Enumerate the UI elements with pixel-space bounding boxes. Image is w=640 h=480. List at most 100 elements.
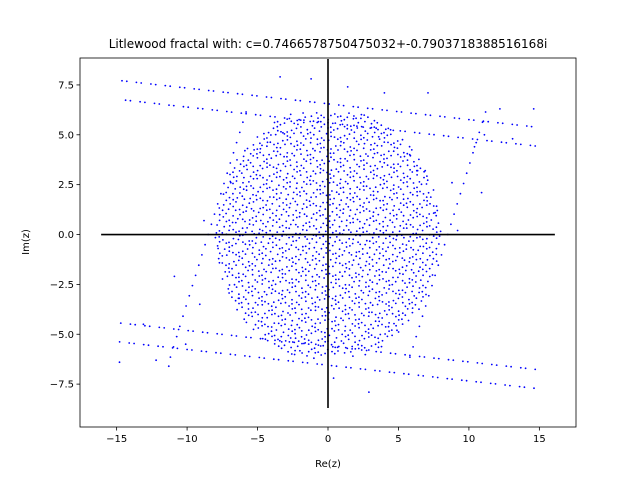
data-point	[262, 183, 265, 186]
data-point	[452, 359, 455, 362]
data-point	[272, 279, 275, 282]
data-point	[381, 323, 383, 326]
data-point	[348, 284, 351, 286]
data-point	[393, 226, 396, 228]
data-point	[296, 165, 298, 168]
data-point	[235, 242, 237, 245]
data-point	[353, 147, 355, 150]
data-point	[293, 168, 295, 171]
data-point	[268, 286, 270, 289]
data-point	[402, 204, 405, 207]
data-point	[274, 133, 277, 136]
data-point	[391, 334, 393, 337]
data-point	[306, 149, 308, 152]
data-point	[278, 247, 281, 250]
data-point	[324, 290, 327, 292]
data-point	[278, 259, 281, 262]
data-point	[358, 198, 361, 201]
data-point	[281, 247, 284, 249]
data-point	[336, 116, 339, 118]
data-point	[359, 176, 361, 179]
data-point	[388, 288, 390, 290]
data-point	[282, 131, 284, 134]
data-point	[435, 231, 438, 234]
data-point	[317, 344, 320, 346]
data-point	[378, 257, 381, 260]
data-point	[359, 155, 362, 158]
data-point	[354, 314, 356, 316]
data-point	[392, 150, 395, 153]
data-point	[282, 310, 284, 313]
data-point	[231, 296, 233, 299]
data-point	[391, 221, 394, 224]
data-point	[348, 133, 351, 136]
data-point	[280, 335, 283, 338]
data-point	[244, 275, 247, 278]
data-point	[319, 214, 322, 217]
data-point	[390, 176, 393, 179]
data-point	[228, 225, 231, 227]
data-point	[291, 175, 294, 178]
data-point	[225, 212, 228, 215]
data-point	[285, 204, 288, 206]
data-point	[405, 244, 408, 246]
data-point	[303, 338, 306, 340]
data-point	[319, 188, 321, 191]
data-point	[363, 337, 366, 340]
data-point	[387, 141, 389, 144]
data-point	[270, 284, 273, 287]
data-point	[348, 112, 350, 114]
data-point	[425, 293, 427, 296]
data-point	[158, 103, 161, 105]
data-point	[305, 206, 308, 209]
data-point	[187, 329, 190, 332]
data-point	[410, 268, 413, 271]
data-point	[382, 220, 384, 223]
data-point	[351, 286, 353, 289]
data-point	[296, 182, 298, 185]
data-point	[264, 254, 267, 257]
data-point	[293, 145, 296, 148]
data-point	[446, 377, 449, 380]
data-point	[339, 136, 342, 139]
data-point	[356, 208, 358, 211]
data-point	[318, 130, 321, 133]
data-point	[272, 219, 275, 222]
data-point	[325, 194, 328, 197]
data-point	[187, 106, 190, 109]
data-point	[296, 140, 298, 143]
data-point	[394, 269, 397, 272]
data-point	[418, 132, 421, 135]
data-point	[357, 347, 360, 350]
data-point	[359, 220, 361, 223]
data-point	[372, 211, 375, 214]
data-point	[398, 251, 401, 254]
data-point	[392, 237, 395, 240]
data-point	[379, 333, 382, 336]
data-point	[391, 312, 394, 315]
data-point	[212, 90, 215, 92]
data-point	[263, 132, 265, 135]
data-point	[365, 153, 367, 155]
data-point	[391, 283, 394, 286]
data-point	[321, 180, 324, 183]
data-point	[354, 293, 357, 295]
data-point	[325, 247, 328, 249]
data-point	[397, 186, 400, 188]
data-point	[417, 249, 420, 252]
data-point	[342, 319, 344, 322]
data-point	[415, 169, 418, 172]
data-point	[236, 197, 239, 199]
data-point	[359, 211, 361, 214]
data-point	[252, 155, 255, 157]
data-point	[306, 132, 309, 135]
data-point	[375, 249, 378, 251]
data-point	[314, 305, 317, 308]
data-point	[382, 178, 385, 181]
data-point	[292, 360, 294, 363]
data-point	[267, 131, 270, 134]
data-point	[271, 309, 273, 311]
data-point	[356, 125, 358, 127]
data-point	[343, 148, 346, 151]
data-point	[295, 127, 298, 130]
